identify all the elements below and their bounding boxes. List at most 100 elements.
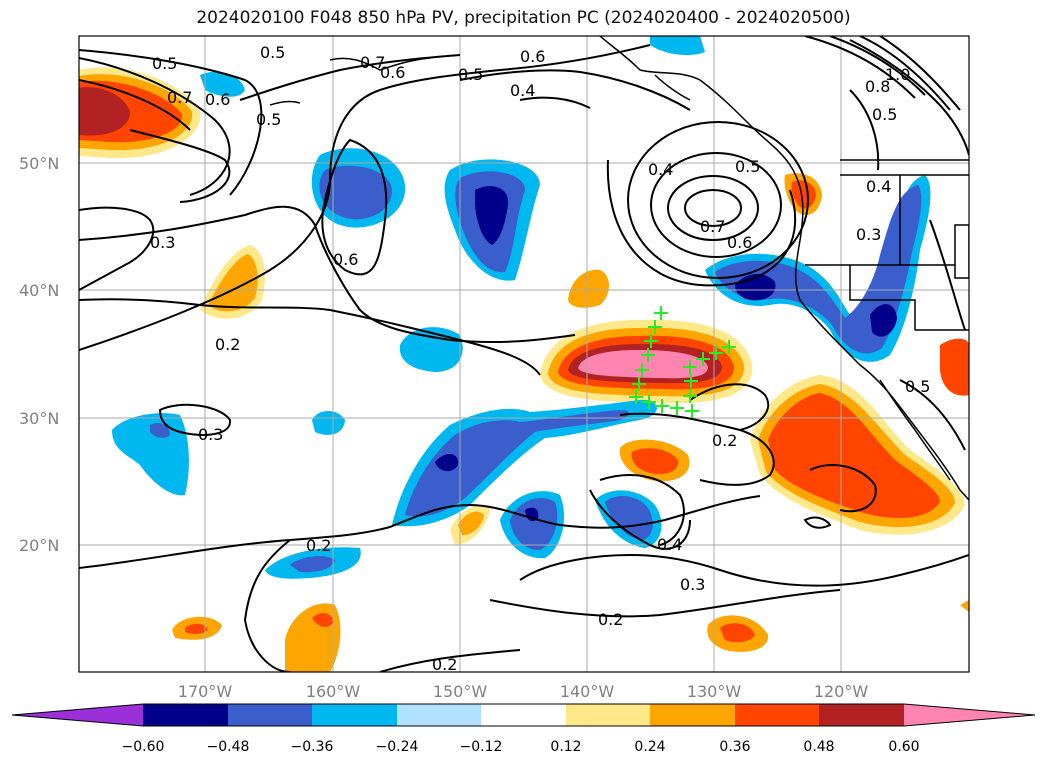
lon-label: 160°W — [306, 682, 361, 701]
shade-negative — [475, 186, 509, 245]
lon-label: 140°W — [560, 682, 615, 701]
contour-label: 0.7 — [167, 88, 192, 107]
colorbar-bin — [397, 704, 481, 726]
shade-negative — [312, 411, 345, 435]
shade-positive — [631, 448, 679, 474]
shade-positive — [458, 511, 484, 536]
colorbar-tick: −0.60 — [122, 739, 165, 755]
plus-marker — [722, 340, 736, 354]
plus-marker — [632, 377, 646, 391]
latitude-labels: 50°N 40°N 30°N 20°N — [19, 154, 59, 555]
plus-marker — [683, 389, 697, 403]
colorbar-bin — [735, 704, 819, 726]
colorbar-tick: 0.36 — [719, 739, 750, 755]
contour-label: 0.6 — [380, 63, 405, 82]
contour-label: 0.6 — [520, 47, 545, 66]
colorbar-tick: −0.24 — [376, 739, 419, 755]
contour-label: 0.2 — [306, 536, 331, 555]
lon-label: 120°W — [814, 682, 869, 701]
contour-label: 0.7 — [360, 53, 385, 72]
plus-marker — [635, 363, 649, 377]
lon-label: 170°W — [178, 682, 233, 701]
colorbar-tick: 0.48 — [803, 739, 834, 755]
shade-positive — [312, 613, 334, 627]
colorbar-tick: 0.12 — [550, 739, 581, 755]
contour-label-layer: 0.5 0.6 0.5 0.4 0.6 0.7 0.5 0.7 0.6 0.5 … — [150, 43, 930, 674]
contour-label: 0.4 — [866, 177, 891, 196]
colorbar-tick: −0.36 — [291, 739, 334, 755]
contour-label: 0.2 — [215, 335, 240, 354]
contour-label: 0.3 — [198, 425, 223, 444]
contour-label: 0.3 — [150, 233, 175, 252]
contour-label: 0.6 — [205, 90, 230, 109]
contour-label: 0.5 — [735, 157, 760, 176]
plus-marker — [641, 348, 655, 362]
contour-label: 0.6 — [727, 233, 752, 252]
shade-positive — [720, 623, 755, 643]
colorbar-bin — [228, 704, 312, 726]
coastlines — [269, 36, 969, 501]
shade-positive — [568, 269, 609, 308]
contour-label: 0.5 — [152, 54, 177, 73]
colorbar-extend-high — [904, 704, 1035, 726]
plus-marker — [629, 390, 643, 404]
contour-label: 0.3 — [856, 225, 881, 244]
contour-label: 0.2 — [432, 655, 457, 674]
shade-negative — [650, 36, 705, 56]
plus-marker — [644, 334, 658, 348]
plus-marker — [642, 395, 656, 409]
contour-label: 0.4 — [648, 160, 673, 179]
plus-marker — [648, 320, 662, 334]
shade-negative — [319, 165, 392, 220]
colorbar-bin — [819, 704, 904, 726]
colorbar-tick: 0.60 — [888, 739, 919, 755]
contour-label: 0.7 — [700, 217, 725, 236]
shade-negative — [870, 304, 897, 337]
map-panel: 0.5 0.6 0.5 0.4 0.6 0.7 0.5 0.7 0.6 0.5 … — [79, 36, 969, 674]
shade-negative — [435, 454, 459, 472]
figure-title: 2024020100 F048 850 hPa PV, precipitatio… — [196, 8, 851, 28]
colorbar-bin — [481, 704, 566, 726]
contour-label: 0.2 — [712, 431, 737, 450]
shade-negative — [399, 327, 463, 372]
contour-label: 0.6 — [333, 250, 358, 269]
shade-negative — [605, 496, 653, 540]
plus-marker — [683, 360, 697, 374]
lat-label: 30°N — [19, 409, 59, 428]
precip-shading — [79, 36, 969, 672]
colorbar — [11, 703, 1036, 727]
colorbar-bin — [650, 704, 735, 726]
contour-label: 0.5 — [905, 377, 930, 396]
colorbar-outline — [11, 703, 1036, 727]
contour-label: 0.5 — [872, 105, 897, 124]
shade-negative — [290, 556, 335, 573]
lon-label: 130°W — [687, 682, 742, 701]
shade-negative — [405, 410, 630, 517]
longitude-labels: 170°W 160°W 150°W 140°W 130°W 120°W — [178, 682, 869, 701]
shade-positive — [768, 393, 940, 518]
pv-contours — [79, 36, 969, 672]
shade-negative — [510, 498, 558, 551]
shade-positive — [791, 180, 816, 209]
contour-label: 0.5 — [256, 110, 281, 129]
shade-positive — [940, 338, 969, 396]
plus-marker — [685, 404, 699, 418]
shade-negative — [715, 185, 922, 354]
contour-label: 1.0 — [885, 65, 910, 84]
contour-label: 0.3 — [680, 575, 705, 594]
plus-marker — [655, 399, 669, 413]
shade-negative — [150, 423, 170, 438]
shade-positive — [960, 600, 969, 612]
shade-negative — [200, 71, 245, 97]
contour-label: 0.4 — [510, 81, 535, 100]
plus-marker — [670, 401, 684, 415]
plus-marker — [654, 306, 668, 320]
lat-label: 40°N — [19, 281, 59, 300]
shade-positive — [185, 623, 208, 635]
contour-label: 0.8 — [865, 77, 890, 96]
colorbar-tick: 0.24 — [634, 739, 665, 755]
map-frame — [78, 35, 970, 673]
station-markers — [629, 306, 736, 418]
lon-label: 150°W — [433, 682, 488, 701]
